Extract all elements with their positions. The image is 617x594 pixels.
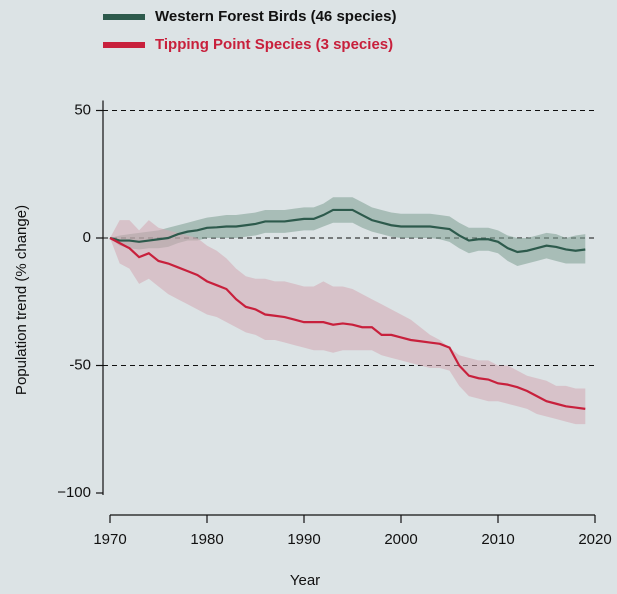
y-tick-label: −100 bbox=[57, 484, 91, 501]
x-tick-label: 2000 bbox=[384, 531, 417, 548]
x-tick-label: 2020 bbox=[578, 531, 611, 548]
legend-label: Western Forest Birds (46 species) bbox=[155, 8, 396, 25]
y-tick-label: 50 bbox=[74, 101, 91, 118]
legend-swatch bbox=[103, 14, 145, 20]
confidence-band bbox=[110, 197, 586, 267]
y-tick-label: 0 bbox=[83, 229, 91, 246]
legend-swatch bbox=[103, 42, 145, 48]
trend-line bbox=[109, 208, 586, 254]
x-tick-label: 2010 bbox=[481, 531, 514, 548]
x-tick-label: 1980 bbox=[190, 531, 223, 548]
trend-line bbox=[109, 237, 586, 410]
y-axis-label: Population trend (% change) bbox=[13, 205, 30, 395]
x-tick-label: 1970 bbox=[93, 531, 126, 548]
x-tick-label: 1990 bbox=[287, 531, 320, 548]
x-axis-label: Year bbox=[290, 572, 320, 589]
y-tick-label: -50 bbox=[69, 356, 91, 373]
legend-label: Tipping Point Species (3 species) bbox=[155, 36, 393, 53]
